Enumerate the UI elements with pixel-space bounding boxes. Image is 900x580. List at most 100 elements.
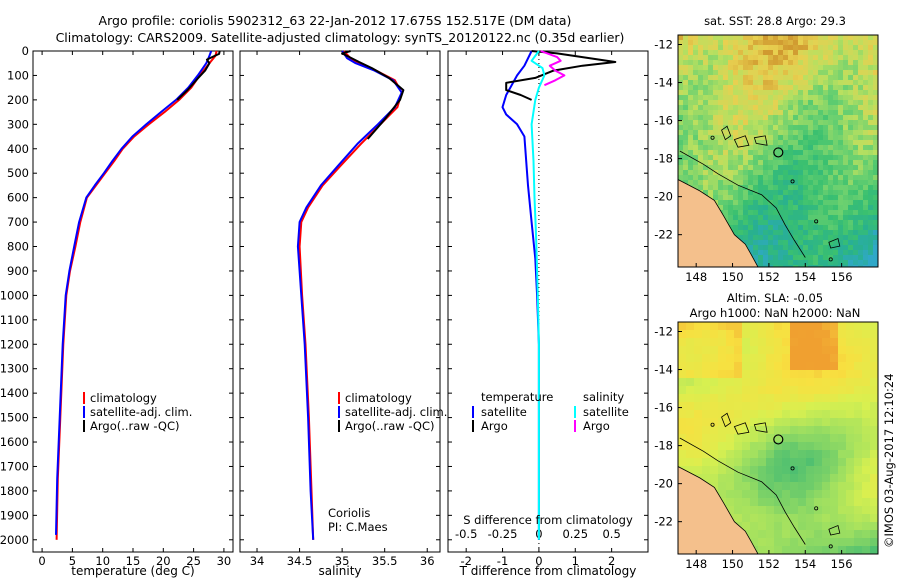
map-cell (823, 40, 829, 46)
map-cell (750, 386, 759, 395)
map-cell (798, 482, 807, 491)
map-cell (853, 190, 859, 196)
map-cell (718, 418, 727, 427)
map-cell (863, 45, 869, 51)
map-cell (822, 426, 831, 435)
map-cell (678, 330, 687, 339)
map-cell (718, 185, 724, 191)
map-cell (734, 434, 743, 443)
map-cell (758, 45, 764, 51)
map-cell (822, 442, 831, 451)
map-cell (838, 410, 847, 419)
map-cell (748, 85, 754, 91)
map-cell (743, 200, 749, 206)
map-cell (753, 210, 759, 216)
map-cell (814, 418, 823, 427)
map-cell (768, 195, 774, 201)
map-cell (713, 40, 719, 46)
map-cell (718, 50, 724, 56)
map-cell (868, 145, 874, 151)
map-cell (798, 426, 807, 435)
map-cell (868, 60, 874, 66)
map-cell (838, 140, 844, 146)
map-cell (726, 410, 735, 419)
map-cell (743, 185, 749, 191)
map-cell (768, 50, 774, 56)
map-cell (806, 338, 815, 347)
map-cell (758, 538, 767, 547)
map-cell (793, 170, 799, 176)
map-cell (678, 85, 684, 91)
map-cell (742, 410, 751, 419)
map-cell (858, 240, 864, 246)
map-cell (818, 70, 824, 76)
map-cell (798, 75, 804, 81)
map-cell (822, 378, 831, 387)
map-cell (808, 60, 814, 66)
map-cell (848, 210, 854, 216)
map-cell (678, 434, 687, 443)
map-cell (788, 185, 794, 191)
map-cell (723, 210, 729, 216)
map-cell (814, 458, 823, 467)
map-cell (693, 90, 699, 96)
map-cell (750, 450, 759, 459)
map-cell (813, 75, 819, 81)
map-cell (814, 338, 823, 347)
map-cell (846, 378, 855, 387)
map-cell (688, 150, 694, 156)
map-cell (782, 378, 791, 387)
map-cell (750, 394, 759, 403)
map-cell (853, 185, 859, 191)
map-cell (858, 245, 864, 251)
map-cell (758, 155, 764, 161)
map-cell (788, 75, 794, 81)
map-cell (758, 434, 767, 443)
map-cell (728, 210, 734, 216)
map-cell (803, 240, 809, 246)
map-cell (843, 90, 849, 96)
map-cell (863, 95, 869, 101)
pi-annotation: PI: C.Maes (328, 520, 388, 534)
map-cell (778, 250, 784, 256)
map-cell (858, 65, 864, 71)
difference-xlabel-top: S difference from climatology (463, 513, 633, 527)
map-cell (808, 175, 814, 181)
map-cell (828, 100, 834, 106)
map-cell (783, 90, 789, 96)
map-cell (763, 165, 769, 171)
map-cell (798, 210, 804, 216)
map-cell (814, 378, 823, 387)
temperature-plot-frame (32, 50, 234, 553)
map-cell (694, 386, 703, 395)
map-cell (806, 538, 815, 547)
map-cell (788, 90, 794, 96)
map-cell (766, 538, 775, 547)
map-cell (873, 170, 878, 176)
map-cell (813, 145, 819, 151)
map-cell (738, 50, 744, 56)
map-cell (758, 140, 764, 146)
map-cell (798, 150, 804, 156)
map-cell (828, 200, 834, 206)
map-cell (808, 170, 814, 176)
map-cell (803, 135, 809, 141)
map-cell (783, 120, 789, 126)
map-cell (813, 195, 819, 201)
map-cell (838, 482, 847, 491)
map-cell (738, 155, 744, 161)
map-cell (768, 260, 774, 266)
map-cell (782, 370, 791, 379)
island-marker (828, 257, 833, 262)
map-cell (838, 40, 844, 46)
map-cell (774, 418, 783, 427)
map-cell (858, 260, 864, 266)
map-cell (870, 402, 878, 411)
map-cell (818, 35, 824, 41)
map-cell (758, 220, 764, 226)
map-cell (728, 165, 734, 171)
map-cell (708, 100, 714, 106)
temperature-xtick-label: 15 (126, 554, 141, 568)
map-cell (873, 200, 878, 206)
map-cell (693, 155, 699, 161)
